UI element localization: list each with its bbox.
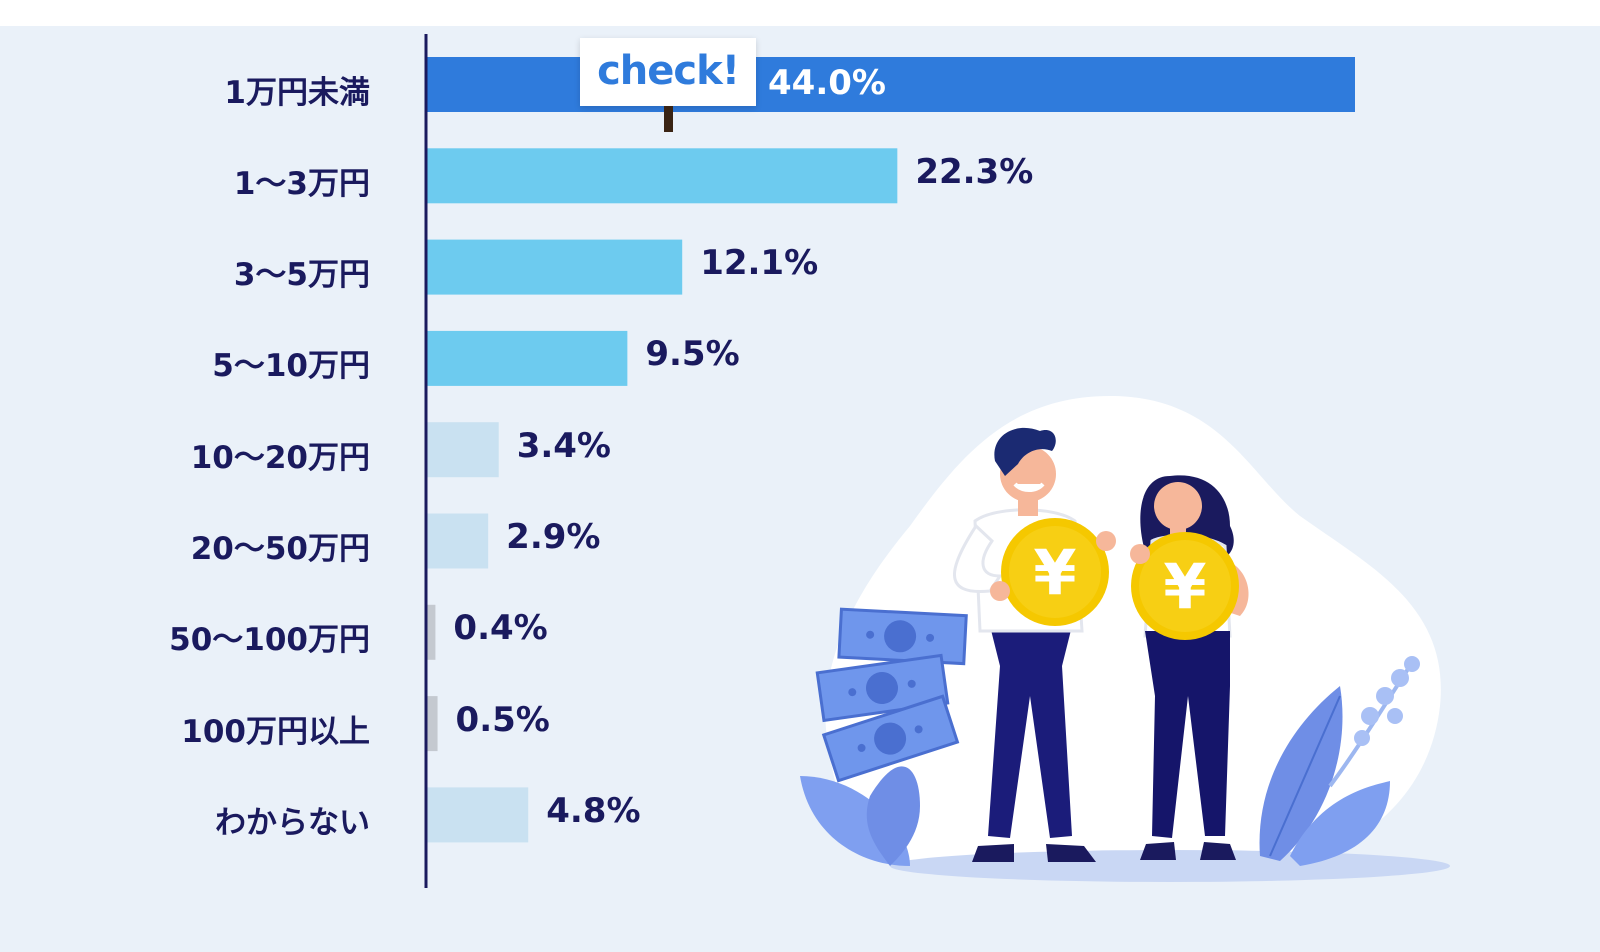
value-label-3: 9.5% bbox=[645, 334, 740, 375]
value-label-1: 22.3% bbox=[915, 151, 1034, 192]
value-label-2: 12.1% bbox=[700, 243, 819, 284]
bar-5 bbox=[427, 513, 489, 569]
bar-7 bbox=[427, 696, 438, 752]
category-label-2: 3～5万円 bbox=[233, 257, 370, 294]
value-label-0: 44.0% bbox=[768, 62, 886, 103]
category-label-6: 50～100万円 bbox=[169, 622, 370, 659]
value-label-7: 0.5% bbox=[455, 699, 550, 740]
category-label-8: わからない bbox=[215, 804, 370, 841]
couple-with-coins-illustration: ¥ ¥ bbox=[800, 396, 1450, 882]
category-label-3: 5～10万円 bbox=[212, 348, 370, 385]
plant-left bbox=[800, 766, 920, 866]
yen-coin-right: ¥ bbox=[1130, 532, 1239, 640]
bar-4 bbox=[427, 422, 499, 478]
yen-symbol-right: ¥ bbox=[1163, 550, 1206, 623]
bar-chart bbox=[424, 34, 1355, 888]
category-label-7: 100万円以上 bbox=[181, 713, 370, 750]
check-badge-post bbox=[664, 106, 673, 132]
category-label-0: 1万円未満 bbox=[224, 74, 370, 111]
bar-6 bbox=[427, 604, 436, 660]
category-label-5: 20～50万円 bbox=[190, 531, 370, 567]
value-label-5: 2.9% bbox=[506, 517, 601, 557]
bar-1 bbox=[427, 148, 898, 204]
value-label-4: 3.4% bbox=[516, 425, 611, 466]
chart-panel: 1万円未満 44.0% 1～3万円 22.3% 3～5万円 12.1% 5～10万円 9.5%… bbox=[0, 26, 1600, 952]
value-label-6: 0.4% bbox=[453, 608, 548, 649]
check-badge: check! bbox=[580, 38, 756, 106]
value-label-8: 4.8% bbox=[546, 790, 641, 831]
yen-symbol-left: ¥ bbox=[1033, 536, 1076, 609]
banknote-stack bbox=[815, 607, 968, 783]
bar-2 bbox=[427, 239, 683, 295]
plant-right bbox=[1259, 656, 1420, 866]
bar-8 bbox=[427, 787, 529, 843]
category-label-4: 10～20万円 bbox=[190, 439, 370, 476]
category-label-1: 1～3万円 bbox=[233, 165, 370, 202]
bars-layer bbox=[427, 57, 1355, 843]
yen-coin-left: ¥ bbox=[990, 518, 1116, 626]
bar-3 bbox=[427, 330, 628, 386]
